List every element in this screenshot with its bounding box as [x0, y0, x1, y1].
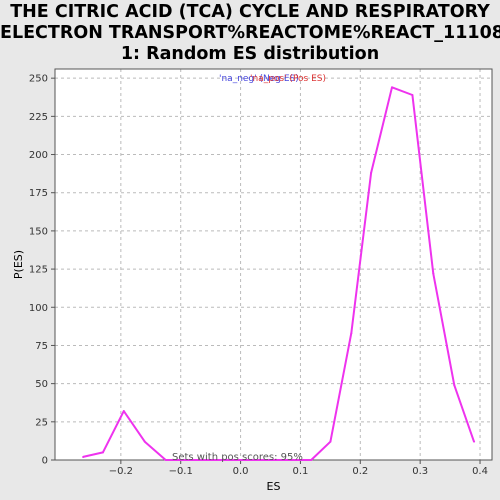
x-tick-label: −0.1: [169, 466, 193, 477]
x-tick-label: 0.3: [412, 466, 428, 477]
x-tick-label: 0.2: [352, 466, 368, 477]
series-point: [350, 332, 353, 335]
chart-title-line-2: ELECTRON TRANSPORT%REACTOME%REACT_111083…: [0, 23, 500, 43]
series-point: [143, 440, 146, 443]
series-point: [370, 171, 373, 174]
legend-item-pos: 'na_pos' (Pos ES): [250, 74, 326, 84]
annotation-pos-scores: Sets with pos scores: 95%: [172, 452, 303, 463]
legend-item-neg: 'na_neg' (Neg ES): [219, 74, 299, 84]
y-tick-label: 175: [29, 188, 48, 199]
y-tick-label: 75: [35, 341, 48, 352]
series-point: [269, 459, 272, 461]
series-line: [82, 86, 475, 461]
y-tick-label: 150: [29, 226, 48, 237]
series-point: [206, 459, 209, 461]
y-axis-label: P(ES): [12, 250, 25, 279]
y-tick-label: 200: [29, 150, 48, 161]
series-point: [82, 455, 85, 458]
series-point: [122, 410, 125, 413]
x-tick-label: 0.1: [292, 466, 308, 477]
y-tick-label: 25: [35, 417, 48, 428]
series-point: [473, 440, 476, 443]
series-point: [391, 86, 394, 89]
x-axis-label: ES: [267, 480, 281, 493]
series-point: [453, 384, 456, 387]
y-tick-label: 50: [35, 379, 48, 390]
series-point: [164, 459, 167, 461]
series-point: [411, 93, 414, 96]
plot-background: [55, 69, 492, 460]
y-tick-label: 100: [29, 303, 48, 314]
chart-title-line-1: THE CITRIC ACID (TCA) CYCLE AND RESPIRAT…: [10, 2, 490, 22]
y-tick-label: 125: [29, 265, 48, 276]
y-tick-label: 0: [42, 456, 48, 467]
y-tick-label: 225: [29, 112, 48, 123]
series-point: [101, 451, 104, 454]
series-point: [227, 459, 230, 461]
series-point: [329, 440, 332, 443]
chart-title-line-3: 1: Random ES distribution: [120, 44, 380, 64]
series-point: [290, 459, 293, 461]
x-tick-label: 0.0: [233, 466, 249, 477]
chart-title: THE CITRIC ACID (TCA) CYCLE AND RESPIRAT…: [0, 2, 500, 65]
series-point: [185, 459, 188, 461]
series-point: [248, 459, 251, 461]
series-point: [310, 459, 313, 461]
x-tick-label: 0.4: [472, 466, 488, 477]
series-point: [432, 272, 435, 275]
x-tick-label: −0.2: [109, 466, 133, 477]
y-tick-label: 250: [29, 74, 48, 85]
